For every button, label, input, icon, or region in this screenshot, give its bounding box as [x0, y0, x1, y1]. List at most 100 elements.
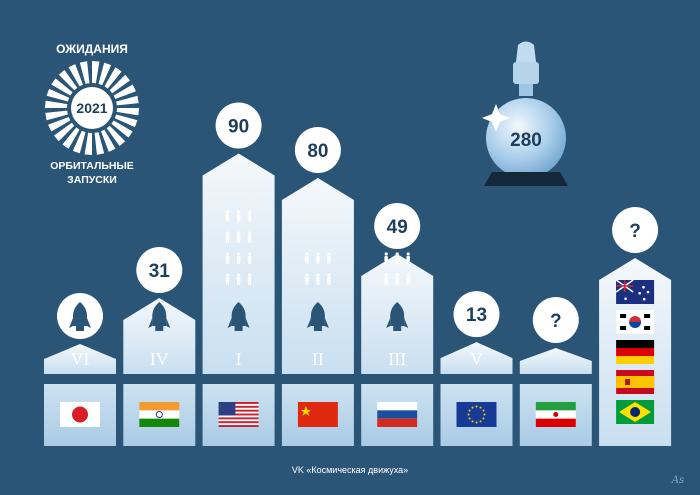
sun-ray — [54, 122, 75, 142]
flag-panel — [123, 384, 196, 446]
south-korea-flag — [616, 310, 655, 334]
rank-label: IV — [150, 349, 169, 369]
flag-panel — [615, 279, 655, 424]
usa-flag — [218, 402, 259, 427]
value-label: 90 — [228, 117, 249, 138]
header-title: ОЖИДАНИЯ — [56, 42, 128, 56]
column-usa: 90 I — [202, 102, 275, 374]
crewed-launch-icon — [384, 252, 410, 264]
crewed-launch-icon — [305, 273, 331, 285]
crewed-launch-icon — [225, 210, 252, 222]
crewed-launch-icon — [225, 273, 252, 285]
value-bubble — [532, 297, 579, 343]
value-label: 49 — [387, 217, 408, 238]
rocket-icon — [306, 302, 329, 331]
value-label: 31 — [149, 261, 171, 282]
chart-columns: 9VI 31 IV 90 I 80 II 49 III 13 V?? — [44, 102, 672, 446]
rank-label: V — [470, 349, 483, 369]
sun-core — [71, 87, 113, 129]
bar — [202, 153, 275, 374]
rocket-icon — [148, 302, 171, 331]
rocket-icon — [227, 302, 250, 331]
rank-label: III — [388, 349, 406, 369]
rocket-icon — [69, 302, 91, 331]
sun-ray — [51, 78, 73, 96]
sun-ray — [94, 132, 105, 155]
russia-flag — [377, 402, 418, 427]
value-bubble — [136, 247, 183, 294]
value-bubble — [453, 291, 500, 338]
crewed-launch-icon — [384, 273, 410, 285]
flag-panel — [361, 384, 434, 446]
flag-panel — [44, 384, 116, 446]
sun-ray — [84, 132, 92, 155]
value-label: ? — [550, 311, 562, 332]
japan-flag — [60, 402, 100, 427]
sun-icon — [45, 61, 139, 155]
sun-ray — [116, 95, 139, 106]
sun-ray — [48, 117, 71, 132]
rocket-icon — [386, 302, 409, 331]
sun-ray — [101, 129, 116, 152]
column-russia: 49 III — [361, 202, 434, 374]
rank-label: I — [236, 349, 242, 369]
crewed-launch-icon — [225, 231, 252, 243]
value-label: ? — [629, 221, 641, 242]
sun-ray — [79, 61, 90, 84]
value-label: 80 — [307, 141, 328, 162]
eu-flag — [456, 402, 497, 427]
crewed-launch-icon — [225, 252, 252, 264]
india-flag — [139, 402, 180, 427]
sun-ray — [45, 100, 68, 108]
sun-ray — [62, 127, 80, 149]
sun-ray — [106, 125, 126, 146]
sun-ray — [46, 88, 70, 102]
footer-credit: VK «Космическая движуха» — [292, 465, 408, 475]
sun-ray — [114, 114, 138, 128]
sun-ray — [111, 120, 133, 138]
value-bubble — [294, 127, 341, 173]
column-china: 80 II — [281, 127, 354, 374]
crewed-launch-icon — [384, 231, 410, 243]
sun-ray — [104, 67, 122, 89]
sun-ray — [45, 110, 68, 121]
value-bubble — [612, 207, 659, 253]
sparkle-icon — [482, 104, 510, 132]
sun-ray — [72, 130, 86, 154]
value-label: 13 — [466, 305, 487, 326]
column-europe: 13 V — [440, 291, 513, 374]
signature: As — [671, 475, 684, 486]
sun-ray — [116, 108, 139, 116]
flag-panel — [440, 384, 513, 446]
rank-label: II — [312, 349, 324, 369]
iran-flag — [535, 402, 576, 427]
header-subtitle-line2: ЗАПУСКИ — [67, 174, 117, 186]
sun-ray — [109, 74, 130, 94]
spain-flag — [616, 370, 655, 394]
bar — [123, 298, 196, 374]
flag-panel — [281, 384, 354, 446]
brazil-flag — [616, 400, 655, 424]
flag-panel — [519, 384, 592, 446]
germany-flag — [616, 340, 655, 364]
rank-label: VI — [71, 349, 90, 369]
bar — [519, 348, 592, 374]
australia-flag — [615, 279, 655, 304]
sun-ray — [113, 84, 136, 99]
china-flag — [297, 402, 338, 427]
header-subtitle-line1: ОРБИТАЛЬНЫЕ — [50, 160, 134, 172]
column-india: 31 IV — [123, 247, 196, 374]
column-japan: 9VI — [44, 293, 116, 374]
header-year: 2021 — [76, 100, 107, 116]
sun-ray — [68, 64, 83, 87]
flag-panels — [44, 279, 655, 446]
sun-ray — [98, 62, 112, 86]
sun-ray — [92, 61, 100, 84]
column-iran: ? — [519, 297, 592, 374]
bar — [44, 344, 116, 374]
sun-ray — [58, 70, 78, 91]
header-badge: ОЖИДАНИЯ 2021 ОРБИТАЛЬНЫЕ ЗАПУСКИ — [45, 42, 139, 186]
crewed-launch-icon — [305, 252, 331, 264]
